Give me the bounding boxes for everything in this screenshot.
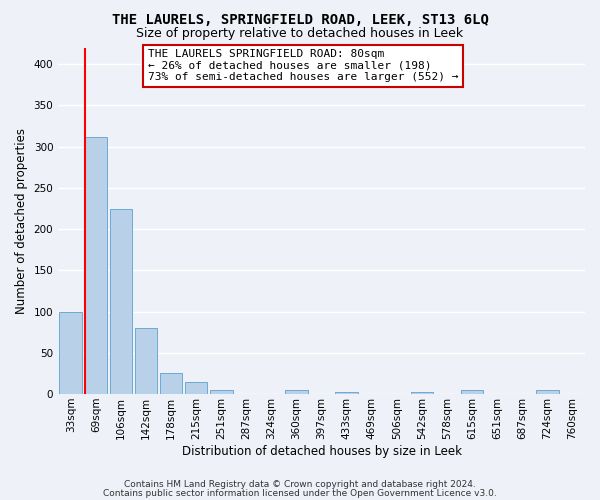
Text: THE LAURELS, SPRINGFIELD ROAD, LEEK, ST13 6LQ: THE LAURELS, SPRINGFIELD ROAD, LEEK, ST1… [112,12,488,26]
Bar [59,312,82,394]
Text: THE LAURELS SPRINGFIELD ROAD: 80sqm
← 26% of detached houses are smaller (198)
7: THE LAURELS SPRINGFIELD ROAD: 80sqm ← 26… [148,49,458,82]
Bar [85,136,107,394]
Bar [461,390,484,394]
Bar [410,392,433,394]
X-axis label: Distribution of detached houses by size in Leek: Distribution of detached houses by size … [182,444,461,458]
Bar [210,390,233,394]
Bar [160,374,182,394]
Bar [536,390,559,394]
Y-axis label: Number of detached properties: Number of detached properties [15,128,28,314]
Text: Contains public sector information licensed under the Open Government Licence v3: Contains public sector information licen… [103,488,497,498]
Text: Contains HM Land Registry data © Crown copyright and database right 2024.: Contains HM Land Registry data © Crown c… [124,480,476,489]
Text: Size of property relative to detached houses in Leek: Size of property relative to detached ho… [136,28,464,40]
Bar [285,390,308,394]
Bar [110,209,132,394]
Bar [134,328,157,394]
Bar [185,382,208,394]
Bar [335,392,358,394]
